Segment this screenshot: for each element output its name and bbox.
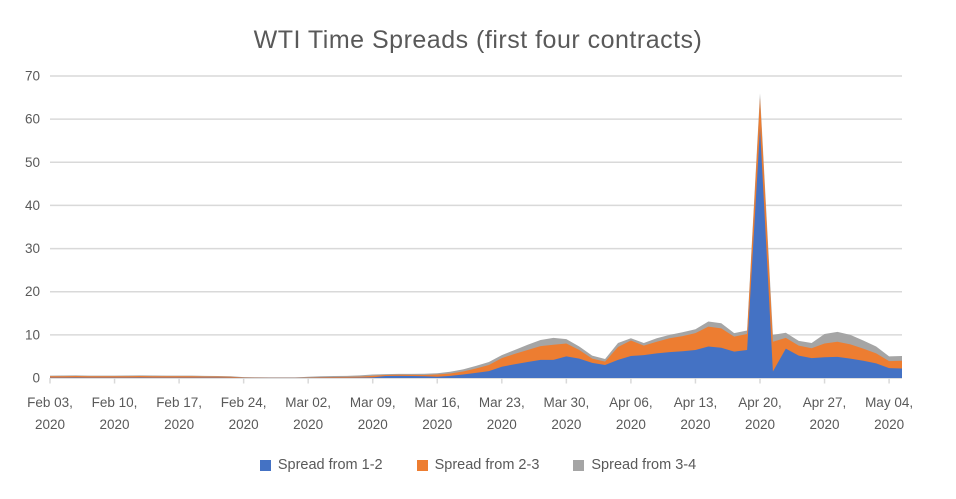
y-axis-tick-label: 50 xyxy=(25,155,40,170)
y-axis-tick-label: 60 xyxy=(25,112,40,127)
legend-swatch-gray-icon xyxy=(573,459,585,471)
x-axis-tick-label: Mar 02, xyxy=(285,395,331,410)
x-axis-tick-label: Feb 24, xyxy=(221,395,267,410)
x-axis-tick-label: Apr 06, xyxy=(609,395,653,410)
x-axis-tick-label-year: 2020 xyxy=(745,417,775,432)
legend-label: Spread from 2-3 xyxy=(434,457,540,473)
x-axis-tick-label-year: 2020 xyxy=(293,417,323,432)
area-spread-from-2-3 xyxy=(50,98,902,378)
y-axis-tick-label: 20 xyxy=(25,284,40,299)
legend-swatch-orange-icon xyxy=(416,459,428,471)
x-axis-tick-label: Mar 23, xyxy=(479,395,525,410)
x-axis-tick-label: Apr 20, xyxy=(738,395,782,410)
x-axis-tick-label: Mar 30, xyxy=(543,395,589,410)
x-axis-tick-label: Mar 16, xyxy=(414,395,460,410)
x-axis-tick-label-year: 2020 xyxy=(100,417,130,432)
x-axis-tick-label-year: 2020 xyxy=(164,417,194,432)
x-axis-tick-label: Feb 17, xyxy=(156,395,202,410)
legend-label: Spread from 3-4 xyxy=(591,457,697,473)
legend-swatch-blue-icon xyxy=(259,459,271,471)
x-axis-tick-label-year: 2020 xyxy=(874,417,904,432)
y-axis-tick-label: 30 xyxy=(25,241,40,256)
x-axis-tick-label-year: 2020 xyxy=(358,417,388,432)
x-axis-tick-label-year: 2020 xyxy=(422,417,452,432)
chart-title: WTI Time Spreads (first four contracts) xyxy=(253,26,703,54)
x-axis-tick-label-year: 2020 xyxy=(680,417,710,432)
x-axis-tick-label-year: 2020 xyxy=(616,417,646,432)
x-axis-tick-label: Feb 03, xyxy=(27,395,73,410)
x-axis-tick-label-year: 2020 xyxy=(229,417,259,432)
legend: Spread from 1-2 Spread from 2-3 Spread f… xyxy=(0,457,956,473)
y-axis-tick-label: 10 xyxy=(25,327,40,342)
x-axis-tick-label-year: 2020 xyxy=(35,417,65,432)
x-axis-tick-label-year: 2020 xyxy=(487,417,517,432)
legend-item-spread-3-4: Spread from 3-4 xyxy=(573,457,696,473)
x-axis-tick-label: Apr 27, xyxy=(803,395,847,410)
x-axis-tick-label-year: 2020 xyxy=(551,417,581,432)
x-axis-tick-label: Apr 13, xyxy=(674,395,718,410)
y-axis-tick-label: 0 xyxy=(32,371,40,386)
x-axis-tick-label-year: 2020 xyxy=(810,417,840,432)
x-axis-tick-label: Feb 10, xyxy=(92,395,138,410)
y-axis-tick-label: 40 xyxy=(25,198,40,213)
legend-item-spread-2-3: Spread from 2-3 xyxy=(416,457,540,473)
x-axis-tick-label: Mar 09, xyxy=(350,395,396,410)
legend-label: Spread from 1-2 xyxy=(277,457,383,473)
y-axis-tick-label: 70 xyxy=(25,69,40,84)
legend-item-spread-1-2: Spread from 1-2 xyxy=(259,457,383,473)
x-axis-tick-label: May 04, xyxy=(865,395,913,410)
